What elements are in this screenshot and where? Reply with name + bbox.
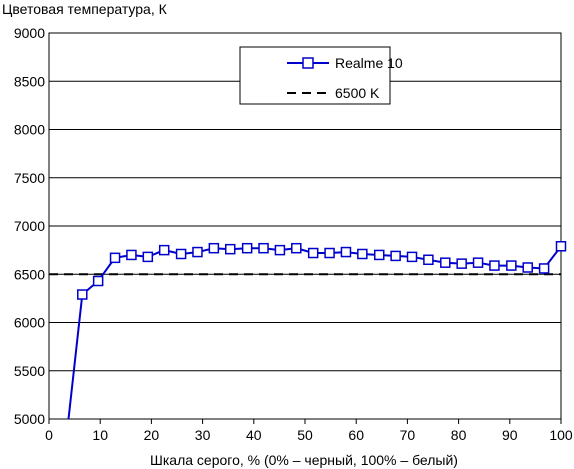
realme-10-point-29 — [555, 241, 567, 252]
realme-10-point-24 — [472, 257, 484, 268]
y-tick-labels: 5000 5500 6000 6500 7000 7500 8000 8500 9000 — [14, 25, 45, 427]
legend-realme-label: Realme 10 — [335, 55, 403, 71]
x-tick-90: 90 — [502, 427, 518, 443]
realme-10-line — [67, 245, 562, 420]
x-tick-100: 100 — [549, 427, 573, 443]
x-tick-40: 40 — [246, 427, 262, 443]
realme-10-point-20 — [406, 251, 418, 263]
realme-10-point-28 — [538, 263, 550, 274]
realme-10-point-19 — [390, 250, 401, 262]
y-tick-5500: 5500 — [14, 363, 45, 379]
x-tick-labels: 0 10 20 30 40 50 60 70 80 90 100 — [45, 419, 573, 443]
x-tick-0: 0 — [45, 427, 53, 443]
legend: Realme 10 6500 K — [239, 46, 403, 105]
y-tick-6000: 6000 — [14, 315, 45, 331]
realme-10-point-0 — [77, 289, 88, 300]
realme-10-point-2 — [109, 252, 121, 264]
realme-10-point-21 — [423, 254, 434, 266]
realme-10-point-13 — [291, 242, 302, 254]
y-tick-7500: 7500 — [14, 170, 45, 186]
realme-10-point-11 — [258, 242, 269, 254]
realme-10-point-22 — [440, 257, 451, 268]
legend-reference-label: 6500 K — [335, 85, 380, 101]
realme-10-point-25 — [489, 260, 500, 271]
realme-10-point-12 — [274, 244, 286, 256]
realme-10-point-7 — [192, 246, 203, 258]
x-tick-70: 70 — [400, 427, 416, 443]
y-tick-9000: 9000 — [14, 25, 45, 41]
x-tick-60: 60 — [348, 427, 364, 443]
x-tick-30: 30 — [195, 427, 211, 443]
realme-10-point-26 — [506, 260, 517, 271]
realme-10-point-8 — [208, 242, 220, 254]
realme-10-point-15 — [324, 247, 335, 259]
y-tick-5000: 5000 — [14, 411, 45, 427]
realme-10-point-10 — [241, 242, 253, 254]
realme-10-point-18 — [373, 249, 385, 261]
x-tick-50: 50 — [297, 427, 313, 443]
realme-10-point-1 — [92, 275, 104, 287]
legend-realme-marker — [302, 57, 314, 69]
realme-10-point-6 — [175, 248, 187, 260]
y-axis-title: Цветовая температура, К — [2, 1, 168, 17]
realme-10-point-14 — [307, 247, 319, 259]
realme-10-point-4 — [142, 251, 154, 263]
realme-10-point-17 — [357, 248, 368, 260]
y-tick-7000: 7000 — [14, 218, 45, 234]
plot-area-frame — [48, 32, 562, 420]
x-tick-20: 20 — [144, 427, 160, 443]
realme-10-point-16 — [340, 246, 352, 258]
y-tick-6500: 6500 — [14, 266, 45, 282]
realme-10-point-3 — [126, 249, 137, 261]
y-tick-8500: 8500 — [14, 73, 45, 89]
x-tick-10: 10 — [92, 427, 108, 443]
realme-10-point-23 — [456, 258, 467, 269]
realme-10-point-9 — [224, 243, 236, 255]
y-tick-8000: 8000 — [14, 122, 45, 138]
x-axis-title: Шкала серого, % (0% – черный, 100% – бел… — [150, 452, 458, 468]
realme-10-point-5 — [158, 244, 170, 256]
legend-box — [239, 46, 391, 105]
series-layer — [49, 241, 567, 420]
x-tick-80: 80 — [451, 427, 467, 443]
realme-10-point-27 — [522, 262, 533, 273]
